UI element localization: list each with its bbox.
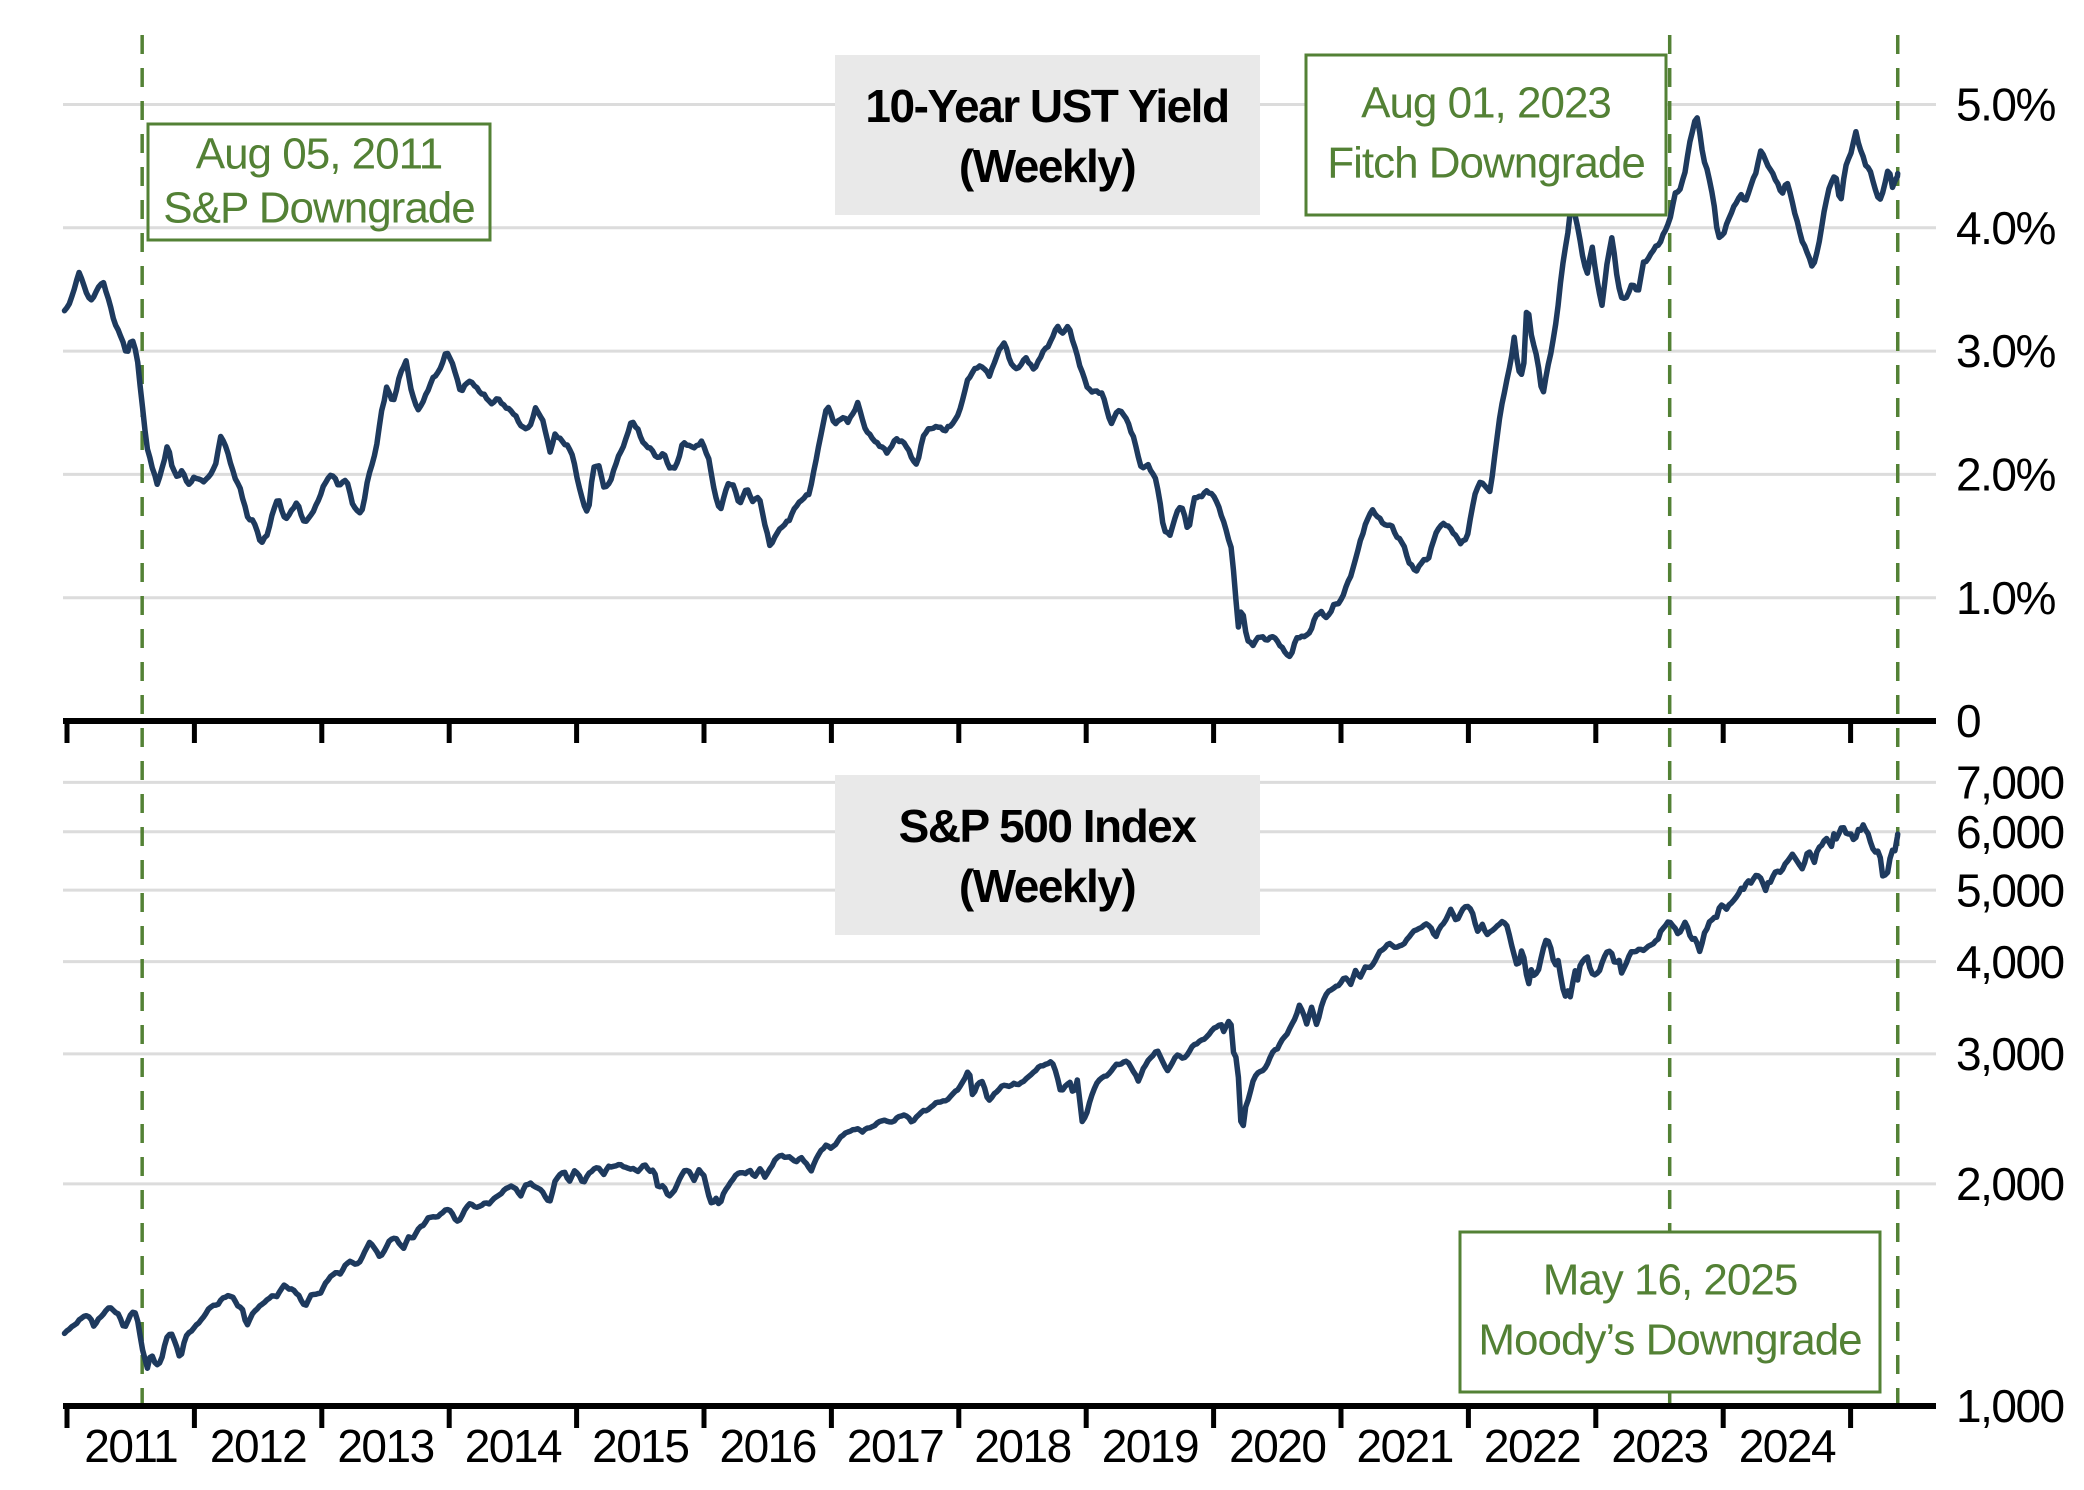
moodys-downgrade-label: Moody’s Downgrade bbox=[1478, 1315, 1861, 1364]
annotation-moodys-downgrade: May 16, 2025 Moody’s Downgrade bbox=[1458, 1230, 1882, 1394]
year-label-2022: 2022 bbox=[1484, 1420, 1580, 1472]
year-label-2024: 2024 bbox=[1739, 1420, 1836, 1472]
annotation-sp-downgrade: Aug 05, 2011 S&P Downgrade bbox=[146, 122, 492, 242]
axes-layer bbox=[63, 718, 1936, 1428]
year-label-2018: 2018 bbox=[974, 1420, 1070, 1472]
bottom-y-tick-label: 3,000 bbox=[1956, 1028, 2064, 1080]
bottom-panel-title-box: S&P 500 Index (Weekly) bbox=[835, 775, 1260, 935]
annotation-fitch-downgrade: Aug 01, 2023 Fitch Downgrade bbox=[1304, 53, 1668, 217]
year-label-2015: 2015 bbox=[592, 1420, 688, 1472]
year-label-2011: 2011 bbox=[84, 1420, 177, 1472]
ust-yield-line bbox=[61, 115, 1901, 660]
sp-downgrade-box bbox=[146, 122, 492, 242]
moodys-downgrade-date: May 16, 2025 bbox=[1543, 1255, 1798, 1304]
top-panel-subtitle: (Weekly) bbox=[959, 140, 1136, 192]
bottom-y-tick-label: 7,000 bbox=[1956, 756, 2064, 808]
moodys-downgrade-box bbox=[1458, 1230, 1882, 1394]
bottom-y-tick-label: 2,000 bbox=[1956, 1158, 2064, 1210]
fitch-downgrade-date: Aug 01, 2023 bbox=[1361, 78, 1611, 127]
bottom-panel-subtitle: (Weekly) bbox=[959, 860, 1136, 912]
sp500-line bbox=[61, 822, 1901, 1371]
gridlines-layer bbox=[63, 103, 1936, 1186]
top-y-tick-label: 1.0% bbox=[1956, 572, 2055, 624]
top-y-tick-label: 2.0% bbox=[1956, 449, 2055, 501]
sp-downgrade-label: S&P Downgrade bbox=[163, 183, 475, 232]
top-panel-title-box: 10-Year UST Yield (Weekly) bbox=[835, 55, 1260, 215]
fitch-downgrade-label: Fitch Downgrade bbox=[1327, 138, 1645, 187]
top-panel-title: 10-Year UST Yield bbox=[865, 80, 1228, 132]
year-label-2014: 2014 bbox=[465, 1420, 562, 1472]
year-label-2013: 2013 bbox=[337, 1420, 433, 1472]
year-label-2019: 2019 bbox=[1102, 1420, 1198, 1472]
bottom-y-tick-label: 5,000 bbox=[1956, 864, 2064, 916]
bottom-y-tick-label: 6,000 bbox=[1956, 806, 2064, 858]
year-label-2016: 2016 bbox=[720, 1420, 816, 1472]
year-label-2023: 2023 bbox=[1611, 1420, 1707, 1472]
bottom-y-tick-label: 4,000 bbox=[1956, 936, 2064, 988]
bottom-title-background bbox=[835, 775, 1260, 935]
year-label-2020: 2020 bbox=[1229, 1420, 1325, 1472]
fitch-downgrade-box bbox=[1304, 53, 1668, 217]
year-label-2012: 2012 bbox=[210, 1420, 306, 1472]
top-title-background bbox=[835, 55, 1260, 215]
top-y-tick-label: 4.0% bbox=[1956, 202, 2055, 254]
year-label-2021: 2021 bbox=[1357, 1420, 1453, 1472]
sp-downgrade-date: Aug 05, 2011 bbox=[196, 129, 443, 178]
top-y-baseline-label: 0 bbox=[1956, 695, 1980, 747]
year-label-2017: 2017 bbox=[847, 1420, 943, 1472]
bottom-panel-title: S&P 500 Index bbox=[899, 800, 1198, 852]
top-y-tick-label: 5.0% bbox=[1956, 79, 2055, 131]
top-y-tick-label: 3.0% bbox=[1956, 325, 2055, 377]
bottom-y-baseline-label: 1,000 bbox=[1956, 1380, 2064, 1432]
series-layer bbox=[61, 115, 1901, 1371]
